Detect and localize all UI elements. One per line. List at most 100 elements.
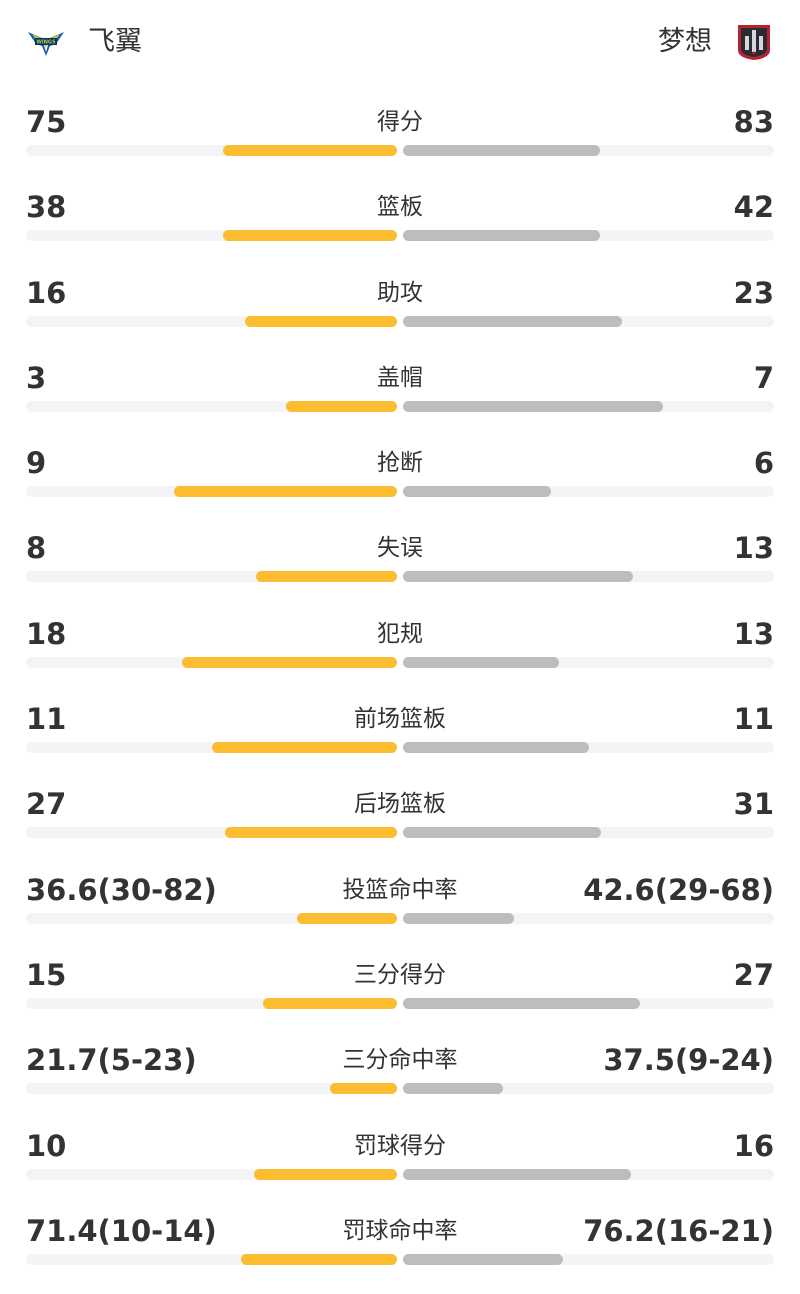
away-stat-value: 83 xyxy=(733,105,774,139)
away-stat-track xyxy=(403,486,774,498)
stat-row: 21.7(5-23) 三分命中率 37.5(9-24) xyxy=(0,1038,800,1123)
away-stat-value: 6 xyxy=(753,446,774,481)
home-stat-track xyxy=(26,486,397,498)
home-stat-value: 18 xyxy=(26,616,67,651)
away-stat-track xyxy=(403,912,774,924)
away-stat-value: 13 xyxy=(733,531,774,566)
home-stat-value: 38 xyxy=(26,190,67,225)
stat-row: 18 犯规 13 xyxy=(0,612,800,697)
away-stat-value: 7 xyxy=(753,360,774,395)
away-team[interactable]: 梦想 xyxy=(658,22,774,62)
wings-logo-text: WINGS xyxy=(36,40,56,46)
away-stat-value: 27 xyxy=(733,957,774,992)
home-stat-track xyxy=(26,656,397,668)
stat-label: 助攻 xyxy=(377,279,423,306)
home-stat-bar xyxy=(256,571,397,583)
away-stat-bar xyxy=(403,827,602,839)
stats-list: 75 得分 83 38 篮板 42 16 助攻 23 3 盖帽 7 9 抢断 6 8 失误 13 18 犯规 13 11 前… xyxy=(0,100,800,1294)
away-stat-bar xyxy=(403,656,559,668)
home-stat-track xyxy=(26,230,397,242)
away-stat-bar xyxy=(403,1083,504,1095)
stat-row: 10 罚球得分 16 xyxy=(0,1124,800,1209)
stat-row: 3 盖帽 7 xyxy=(0,356,800,441)
home-stat-track xyxy=(26,912,397,924)
home-stat-track xyxy=(26,145,397,156)
away-stat-value: 11 xyxy=(733,702,774,737)
dream-logo-icon xyxy=(738,25,770,60)
stat-label: 三分得分 xyxy=(354,961,446,988)
stat-label: 抢断 xyxy=(377,450,423,477)
home-stat-value: 27 xyxy=(26,787,67,822)
home-stat-track xyxy=(26,742,397,754)
home-stat-value: 11 xyxy=(26,702,67,737)
home-stat-value: 15 xyxy=(26,957,67,992)
stat-label: 罚球命中率 xyxy=(342,1217,458,1244)
stat-row: 27 后场篮板 31 xyxy=(0,782,800,867)
home-stat-bar xyxy=(241,1253,397,1265)
away-stat-value: 23 xyxy=(733,275,774,310)
home-stat-value: 36.6(30-82) xyxy=(26,872,217,907)
stat-row: 11 前场篮板 11 xyxy=(0,697,800,782)
home-stat-bar xyxy=(222,230,397,242)
team-header: WINGS 飞翼 梦想 xyxy=(0,0,800,86)
home-stat-track xyxy=(26,571,397,583)
away-stat-bar xyxy=(403,912,515,924)
home-stat-track xyxy=(26,827,397,839)
away-stat-bar xyxy=(403,145,600,156)
home-stat-bar xyxy=(296,912,397,924)
away-stat-track xyxy=(403,571,774,583)
stat-row: 15 三分得分 27 xyxy=(0,953,800,1038)
home-stat-value: 9 xyxy=(26,446,47,481)
stat-row: 71.4(10-14) 罚球命中率 76.2(16-21) xyxy=(0,1209,800,1294)
away-stat-track xyxy=(403,315,774,327)
away-stat-bar xyxy=(403,1253,563,1265)
away-stat-bar xyxy=(403,1168,632,1180)
home-stat-bar xyxy=(330,1083,397,1095)
home-stat-bar xyxy=(244,315,397,327)
away-stat-bar xyxy=(403,571,634,583)
away-stat-value: 76.2(16-21) xyxy=(583,1213,774,1248)
home-stat-bar xyxy=(263,997,397,1009)
stat-label: 篮板 xyxy=(377,194,423,221)
away-stat-value: 31 xyxy=(733,787,774,822)
stat-label: 得分 xyxy=(377,109,423,135)
stat-label: 失误 xyxy=(377,535,423,562)
home-stat-bar xyxy=(285,400,397,412)
home-stat-value: 75 xyxy=(26,105,67,139)
wings-logo-icon: WINGS xyxy=(28,32,64,56)
away-stat-track xyxy=(403,1168,774,1180)
home-stat-track xyxy=(26,1168,397,1180)
home-team[interactable]: WINGS 飞翼 xyxy=(26,22,142,62)
home-stat-value: 10 xyxy=(26,1128,67,1163)
home-stat-track xyxy=(26,1083,397,1095)
home-stat-value: 8 xyxy=(26,531,47,566)
stat-row: 16 助攻 23 xyxy=(0,271,800,356)
home-stat-bar xyxy=(211,742,397,754)
stat-row: 75 得分 83 xyxy=(0,100,800,185)
home-stat-bar xyxy=(254,1168,397,1180)
away-stat-bar xyxy=(403,997,641,1009)
away-stat-value: 42 xyxy=(733,190,774,225)
home-team-name: 飞翼 xyxy=(88,26,142,57)
away-stat-value: 42.6(29-68) xyxy=(583,872,774,907)
stat-label: 三分命中率 xyxy=(342,1047,458,1074)
away-stat-bar xyxy=(403,315,622,327)
away-stat-bar xyxy=(403,486,552,498)
home-stat-value: 71.4(10-14) xyxy=(26,1213,217,1248)
away-stat-track xyxy=(403,145,774,156)
stat-label: 盖帽 xyxy=(377,364,423,391)
stat-label: 罚球得分 xyxy=(354,1132,446,1159)
away-stat-track xyxy=(403,1253,774,1265)
away-stat-track xyxy=(403,997,774,1009)
stat-label: 前场篮板 xyxy=(354,706,446,733)
stat-label: 投篮命中率 xyxy=(342,876,458,903)
away-stat-value: 16 xyxy=(733,1128,774,1163)
away-stat-bar xyxy=(403,742,589,754)
away-stat-track xyxy=(403,400,774,412)
away-stat-value: 13 xyxy=(733,616,774,651)
home-stat-value: 16 xyxy=(26,275,67,310)
home-stat-track xyxy=(26,997,397,1009)
home-stat-bar xyxy=(224,827,397,839)
home-stat-bar xyxy=(181,656,397,668)
home-stat-bar xyxy=(174,486,397,498)
